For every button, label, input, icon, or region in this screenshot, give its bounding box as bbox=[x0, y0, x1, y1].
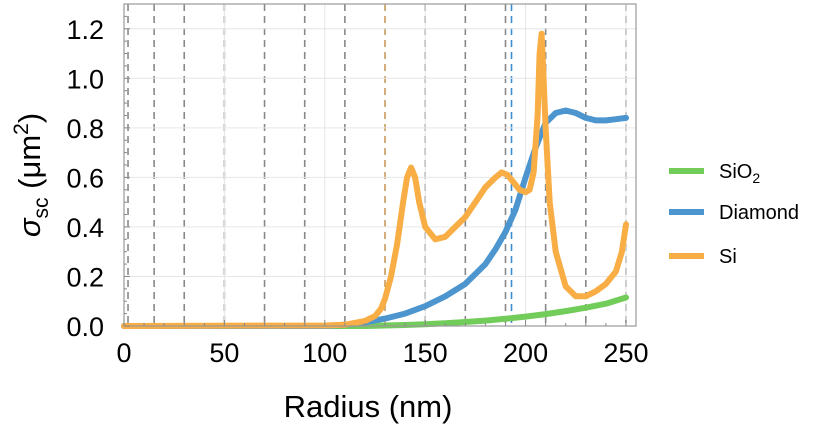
y-tick-label: 1.0 bbox=[66, 64, 104, 94]
series-line-diamond bbox=[121, 107, 629, 329]
x-tick-labels: 0 50 100 150 200 250 bbox=[116, 338, 648, 368]
legend-label-sio2: SiO2 bbox=[719, 161, 760, 186]
legend: SiO2 Diamond Si bbox=[669, 161, 799, 268]
x-tick-label: 200 bbox=[503, 338, 548, 368]
legend-item-diamond: Diamond bbox=[669, 202, 799, 224]
legend-label-diamond: Diamond bbox=[719, 202, 799, 224]
y-tick-labels: 0.0 0.2 0.4 0.6 0.8 1.0 1.2 bbox=[66, 15, 104, 342]
y-tick-label: 0.0 bbox=[66, 312, 104, 342]
legend-label-sio2-text: SiO bbox=[719, 161, 752, 183]
legend-label-si: Si bbox=[719, 246, 737, 268]
x-tick-label: 150 bbox=[403, 338, 448, 368]
y-tick-label: 1.2 bbox=[66, 15, 104, 45]
plot-frame bbox=[123, 3, 637, 327]
legend-item-sio2: SiO2 bbox=[669, 161, 760, 186]
y-axis-title: σsc (μm2) bbox=[10, 113, 53, 237]
series-lines bbox=[121, 30, 629, 329]
legend-label-sio2-subscript: 2 bbox=[752, 170, 760, 186]
x-tick-label: 100 bbox=[302, 338, 347, 368]
axis-ticks bbox=[123, 15, 627, 327]
series-line-si bbox=[121, 30, 629, 329]
x-tick-label: 250 bbox=[603, 338, 648, 368]
y-axis-unit: (μm bbox=[12, 135, 47, 198]
y-axis-unit-close: ) bbox=[12, 113, 47, 123]
series-line-sio2 bbox=[121, 294, 629, 329]
grid bbox=[123, 4, 636, 326]
y-axis-superscript: 2 bbox=[10, 123, 33, 135]
legend-item-si: Si bbox=[669, 246, 737, 268]
y-axis-subscript: sc bbox=[30, 197, 53, 218]
y-tick-label: 0.2 bbox=[66, 262, 104, 292]
x-axis-title: Radius (nm) bbox=[284, 389, 453, 424]
y-tick-label: 0.4 bbox=[66, 213, 104, 243]
reference-lines bbox=[127, 4, 627, 326]
x-tick-label: 0 bbox=[116, 338, 131, 368]
y-tick-label: 0.6 bbox=[66, 163, 104, 193]
y-tick-label: 0.8 bbox=[66, 114, 104, 144]
y-axis-sigma: σ bbox=[12, 217, 47, 237]
x-tick-label: 50 bbox=[209, 338, 239, 368]
